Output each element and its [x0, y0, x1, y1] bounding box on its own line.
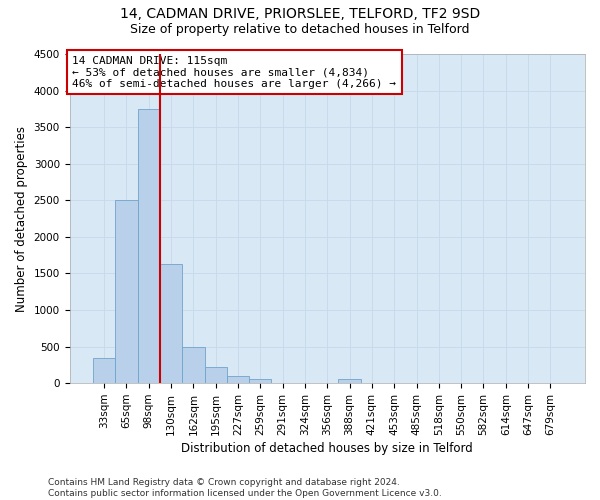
Bar	[182, 346, 205, 383]
Text: 14, CADMAN DRIVE, PRIORSLEE, TELFORD, TF2 9SD: 14, CADMAN DRIVE, PRIORSLEE, TELFORD, TF…	[120, 8, 480, 22]
Bar	[160, 264, 182, 383]
Bar	[93, 358, 115, 383]
Y-axis label: Number of detached properties: Number of detached properties	[15, 126, 28, 312]
Bar	[249, 379, 271, 383]
Bar	[115, 200, 137, 383]
Bar	[137, 109, 160, 383]
Text: Contains HM Land Registry data © Crown copyright and database right 2024.
Contai: Contains HM Land Registry data © Crown c…	[48, 478, 442, 498]
Text: Size of property relative to detached houses in Telford: Size of property relative to detached ho…	[130, 22, 470, 36]
Bar	[205, 367, 227, 383]
X-axis label: Distribution of detached houses by size in Telford: Distribution of detached houses by size …	[181, 442, 473, 455]
Bar	[227, 376, 249, 383]
Bar	[338, 379, 361, 383]
Text: 14 CADMAN DRIVE: 115sqm
← 53% of detached houses are smaller (4,834)
46% of semi: 14 CADMAN DRIVE: 115sqm ← 53% of detache…	[72, 56, 396, 89]
